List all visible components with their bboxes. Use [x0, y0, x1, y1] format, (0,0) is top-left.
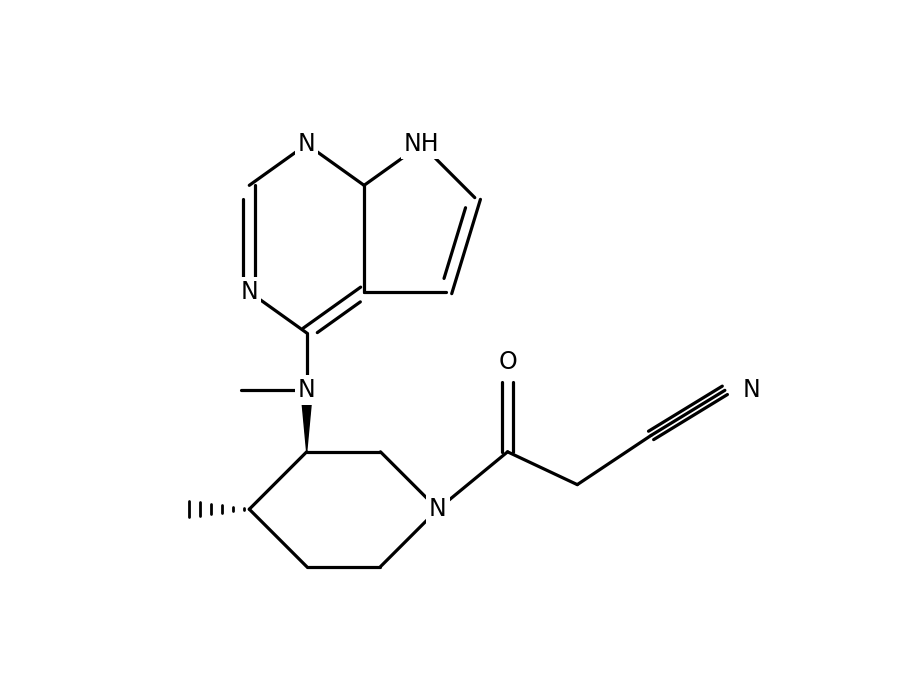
Text: N: N: [742, 379, 760, 402]
Text: NH: NH: [404, 132, 439, 156]
Text: N: N: [241, 280, 258, 304]
Polygon shape: [301, 390, 312, 451]
Text: N: N: [298, 379, 315, 402]
Text: O: O: [497, 350, 517, 374]
Text: N: N: [298, 132, 315, 156]
Text: N: N: [428, 497, 446, 521]
